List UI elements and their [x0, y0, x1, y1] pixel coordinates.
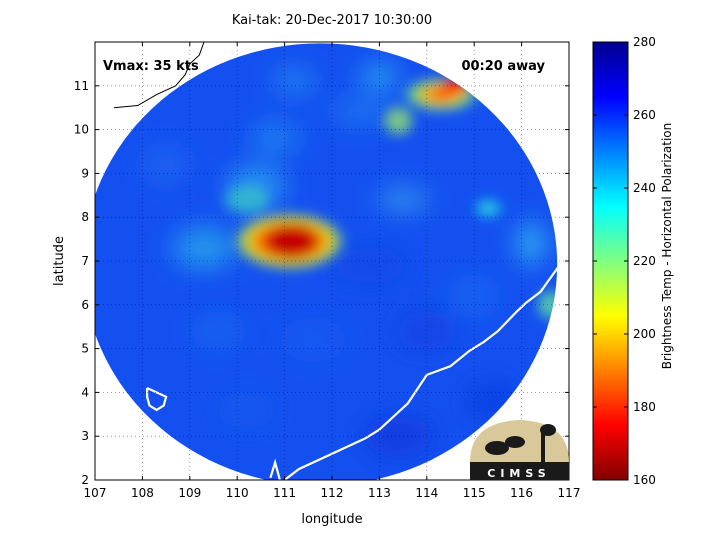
- x-tick-label: 114: [415, 486, 438, 500]
- coastline: [283, 238, 569, 480]
- y-tick-label: 5: [81, 342, 89, 356]
- colorbar-tick-label: 240: [633, 181, 656, 195]
- colorbar-ticks: 160 180 200 220 240 260 280: [593, 35, 656, 487]
- y-tick-label: 4: [81, 385, 89, 399]
- cimss-logo-text: CIMSS: [487, 467, 550, 480]
- eye-core: [265, 224, 318, 259]
- y-tick-label: 9: [81, 166, 89, 180]
- grid: [95, 42, 569, 480]
- x-tick-label: 110: [226, 486, 249, 500]
- cimss-logo: CIMSS: [470, 420, 569, 480]
- east-patch: [470, 196, 507, 221]
- colorbar-tick-label: 260: [633, 108, 656, 122]
- y-tick-label: 11: [74, 79, 89, 93]
- y-tick-label: 8: [81, 210, 89, 224]
- x-tick-label: 111: [273, 486, 296, 500]
- chart-title: Kai-tak: 20-Dec-2017 10:30:00: [232, 13, 432, 28]
- outer-band: [224, 185, 269, 214]
- plot-area: [95, 42, 569, 480]
- y-tick-label: 7: [81, 254, 89, 268]
- time-away-annotation: 00:20 away: [461, 59, 545, 74]
- colorbar-tick-label: 220: [633, 254, 656, 268]
- x-tick-label: 116: [510, 486, 533, 500]
- x-tick-label: 108: [131, 486, 154, 500]
- x-tick-label: 112: [321, 486, 344, 500]
- vmax-annotation: Vmax: 35 kts: [103, 59, 199, 74]
- colorbar-tick-label: 200: [633, 327, 656, 341]
- x-tick-label: 109: [178, 486, 201, 500]
- x-axis: 107 108 109 110 111 112 113 114 115 116 117: [84, 42, 581, 500]
- northeast-band-arm: [384, 106, 413, 135]
- y-tick-label: 6: [81, 298, 89, 312]
- x-axis-label: longitude: [301, 512, 362, 527]
- x-tick-label: 107: [84, 486, 107, 500]
- borneo-coastline: [269, 458, 281, 480]
- colorbar-tick-label: 160: [633, 473, 656, 487]
- vietnam-coastline: [113, 42, 205, 109]
- island-coastline: [146, 387, 168, 412]
- y-tick-label: 10: [74, 123, 89, 137]
- east-edge-patch: [538, 290, 558, 319]
- colorbar-tick-label: 280: [633, 35, 656, 49]
- northeast-band: [401, 76, 482, 113]
- y-axis-label: latitude: [52, 236, 67, 286]
- colorbar-tick-label: 180: [633, 400, 656, 414]
- x-tick-label: 113: [368, 486, 391, 500]
- y-axis: 2 3 4 5 6 7 8 9 10 11: [74, 79, 569, 487]
- colorbar-label: Brightness Temp - Horizontal Polarizatio…: [660, 123, 674, 370]
- y-tick-label: 3: [81, 429, 89, 443]
- y-tick-label: 2: [81, 473, 89, 487]
- x-tick-label: 117: [558, 486, 581, 500]
- swath: [95, 43, 558, 480]
- colorbar: [592, 41, 629, 481]
- x-tick-label: 115: [463, 486, 486, 500]
